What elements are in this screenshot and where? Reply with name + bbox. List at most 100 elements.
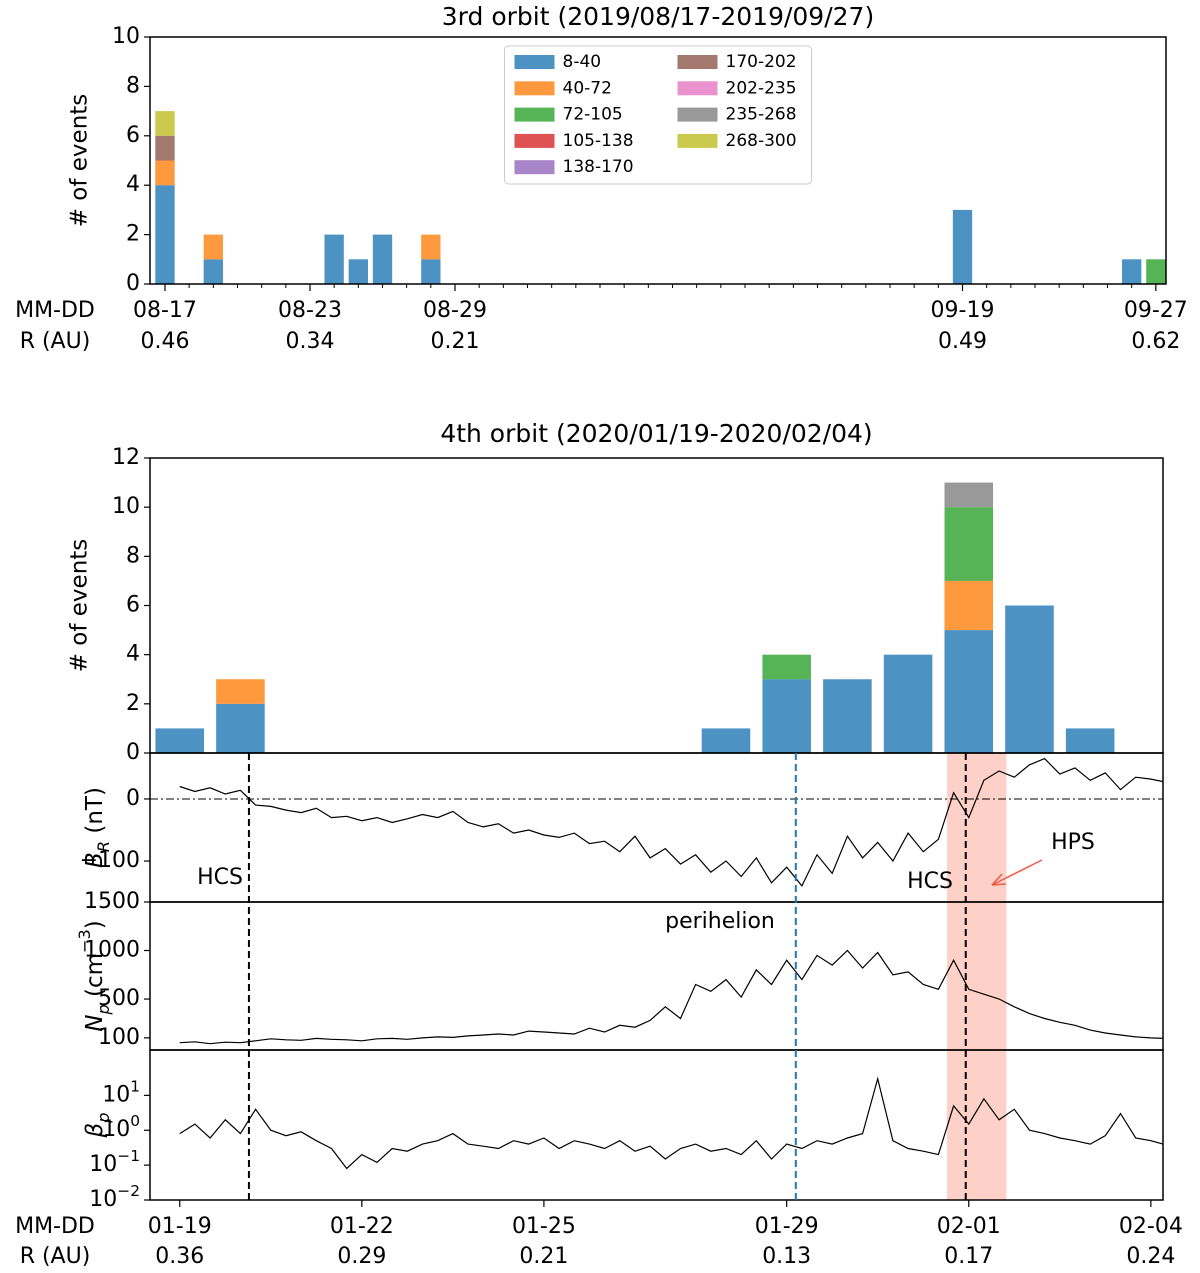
legend-label: 268-300	[726, 131, 797, 151]
annotation: perihelion	[665, 909, 775, 934]
y-tick-label: 0	[126, 786, 140, 811]
bar-segment	[952, 209, 973, 284]
legend-label: 72-105	[563, 105, 623, 125]
panel-title: 3rd orbit (2019/08/17-2019/09/27)	[442, 2, 874, 31]
y-axis-label: BR (nT)	[82, 787, 114, 868]
bar-segment	[1122, 259, 1142, 284]
bar-segment	[944, 482, 994, 508]
panel-title: 4th orbit (2020/01/19-2020/02/04)	[440, 419, 872, 448]
x-row-label: MM-DD	[15, 298, 95, 323]
r-tick-label: 0.21	[519, 1244, 568, 1269]
panel-frame	[149, 1049, 1164, 1201]
legend-swatch	[677, 81, 718, 96]
legend-swatch	[514, 107, 555, 122]
y-axis-label: Np (cm−3)	[75, 920, 113, 1032]
y-tick-label: 4	[126, 172, 140, 197]
legend-label: 105-138	[563, 131, 634, 151]
bar-segment	[155, 160, 175, 186]
r-tick-label: 0.17	[944, 1244, 993, 1269]
bar-segment	[155, 111, 175, 136]
y-tick-label: −100	[80, 848, 140, 873]
y-tick-label: 0	[126, 740, 140, 765]
r-tick-label: 0.36	[155, 1244, 204, 1269]
y-tick-label: 1500	[84, 889, 140, 914]
bar-segment	[421, 234, 441, 260]
y-tick-label: 0	[126, 271, 140, 296]
data-line	[179, 949, 1164, 1045]
r-tick-label: 0.62	[1131, 329, 1180, 354]
bar-segment	[203, 259, 223, 284]
y-tick-label: 6	[126, 123, 140, 148]
x-tick-label: 02-01	[937, 1214, 1001, 1239]
x-tick-label: 01-25	[512, 1214, 576, 1239]
bar-segment	[944, 630, 994, 753]
y-tick-label: 100	[102, 1112, 140, 1143]
panel-frame	[149, 36, 1167, 285]
annotation: HCS	[907, 869, 953, 894]
hps-span	[946, 753, 1007, 1200]
bar-segment	[1146, 259, 1166, 284]
bar-segment	[762, 654, 811, 680]
bar-segment	[372, 234, 393, 284]
annotation: HCS	[197, 865, 243, 890]
x-tick-label: 02-04	[1119, 1214, 1183, 1239]
bar-segment	[348, 259, 368, 284]
y-axis-label: βp	[82, 1113, 114, 1139]
bar-segment	[701, 728, 751, 753]
annotation: HPS	[1051, 830, 1095, 855]
y-tick-label: 500	[98, 986, 140, 1011]
r-tick-label: 0.13	[762, 1244, 811, 1269]
bar-segment	[216, 703, 265, 753]
legend-swatch	[677, 107, 718, 122]
x-tick-label: 08-23	[278, 298, 342, 323]
y-tick-label: 10	[112, 24, 140, 49]
y-tick-label: 1000	[84, 938, 140, 963]
r-tick-label: 0.34	[285, 329, 334, 354]
legend-label: 235-268	[726, 105, 797, 125]
y-tick-label: 101	[102, 1077, 140, 1108]
y-tick-label: 10	[112, 494, 140, 519]
bar-segment	[155, 135, 175, 161]
legend-swatch	[514, 81, 555, 96]
x-tick-label: 01-22	[330, 1214, 394, 1239]
legend-swatch	[514, 55, 555, 69]
x-row-label: R (AU)	[20, 1244, 91, 1269]
bar-segment	[762, 679, 811, 753]
x-tick-label: 09-27	[1124, 298, 1188, 323]
x-tick-label: 01-19	[148, 1214, 212, 1239]
y-tick-label: 2	[126, 691, 140, 716]
y-tick-label: 10−1	[89, 1147, 140, 1178]
hps-arrowhead	[991, 873, 1007, 886]
legend-label: 202-235	[726, 78, 797, 98]
y-tick-label: 4	[126, 642, 140, 667]
legend-label: 40-72	[563, 78, 612, 98]
y-axis-label: # of events	[67, 539, 93, 673]
bar-segment	[944, 507, 994, 581]
r-tick-label: 0.21	[431, 329, 480, 354]
legend-swatch	[514, 160, 555, 175]
bar-segment	[823, 679, 872, 753]
bar-segment	[155, 728, 205, 753]
bar-segment	[155, 185, 175, 284]
legend-swatch	[677, 133, 718, 148]
hps-arrow	[993, 859, 1043, 885]
bar-segment	[883, 654, 933, 753]
data-line	[179, 757, 1164, 888]
bar-segment	[203, 234, 223, 260]
bar-segment	[944, 580, 994, 631]
y-tick-label: 2	[126, 222, 140, 247]
x-row-label: MM-DD	[15, 1214, 95, 1239]
panel-frame	[149, 901, 1164, 1051]
legend-box	[504, 45, 812, 185]
data-line	[179, 1076, 1164, 1170]
y-tick-label: 10−2	[89, 1182, 140, 1213]
bar-segment	[1065, 728, 1115, 753]
r-tick-label: 0.24	[1126, 1244, 1175, 1269]
r-tick-label: 0.46	[140, 329, 189, 354]
r-tick-label: 0.29	[337, 1244, 386, 1269]
legend-label: 8-40	[563, 52, 602, 72]
legend-label: 138-170	[563, 157, 634, 177]
x-tick-label: 08-17	[133, 298, 197, 323]
y-axis-label: # of events	[67, 94, 93, 228]
